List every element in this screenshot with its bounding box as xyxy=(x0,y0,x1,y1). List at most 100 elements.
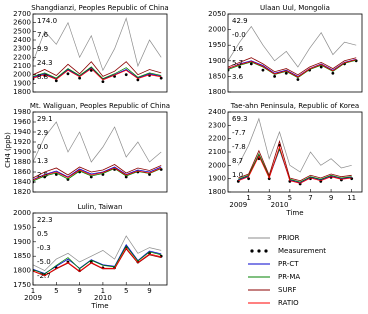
legend-marker xyxy=(257,249,261,253)
legend-marker xyxy=(250,249,254,253)
measurement-point xyxy=(66,72,70,76)
y-tick-label: 1950 xyxy=(208,41,226,49)
series-line xyxy=(228,59,357,78)
series-line xyxy=(33,243,162,274)
series-line xyxy=(237,117,352,173)
series-line xyxy=(33,121,162,163)
series-line xyxy=(33,164,162,179)
y-tick-label: 1940 xyxy=(13,128,31,136)
measurement-point xyxy=(78,76,82,80)
stat-label: 5.7 xyxy=(232,59,243,67)
y-tick-label: 1960 xyxy=(13,118,31,126)
stat-label: 2.9 xyxy=(37,129,48,137)
stat-label: 3.6 xyxy=(232,73,244,81)
y-tick-label: 2200 xyxy=(13,53,31,61)
series-line xyxy=(238,139,352,182)
y-axis-label: CH4 (ppb) xyxy=(4,132,12,168)
measurement-point xyxy=(238,65,242,69)
y-tick-label: 1800 xyxy=(13,267,31,275)
y-tick-label: 2600 xyxy=(13,19,31,27)
stat-label: -0.0 xyxy=(232,31,246,39)
x-axis-label: Time xyxy=(90,302,108,310)
year-label: 2010 xyxy=(271,201,289,209)
legend-marker xyxy=(264,249,268,253)
stat-label: 29.1 xyxy=(37,115,53,123)
x-tick-label: 3 xyxy=(267,194,271,202)
y-tick-label: 1920 xyxy=(13,138,31,146)
stat-label: 0.0 xyxy=(37,143,48,151)
series-line xyxy=(228,57,357,76)
stat-label: 0.5 xyxy=(37,230,48,238)
series-line xyxy=(33,245,162,275)
y-tick-label: 2000 xyxy=(208,161,226,169)
y-tick-label: 1850 xyxy=(208,72,226,80)
measurement-point xyxy=(296,78,300,81)
year-label: 2010 xyxy=(94,294,112,302)
y-tick-label: 2700 xyxy=(13,10,31,18)
series-line xyxy=(228,58,357,77)
measurement-point xyxy=(101,80,105,83)
stat-label: 42.9 xyxy=(232,17,248,25)
plot-frame xyxy=(32,111,168,193)
y-tick-label: 1750 xyxy=(13,281,31,289)
plot-frame xyxy=(227,111,363,193)
y-tick-label: 1900 xyxy=(13,238,31,246)
series-line xyxy=(228,59,357,79)
stat-label: 7.6 xyxy=(37,31,49,39)
series-line xyxy=(33,167,162,181)
plot-area xyxy=(33,17,163,83)
measurement-point xyxy=(54,79,58,83)
plot-frame xyxy=(32,212,168,286)
y-tick-label: 1800 xyxy=(208,88,226,96)
y-tick-label: 1900 xyxy=(13,79,31,87)
y-tick-label: 1980 xyxy=(13,108,31,116)
panel-title: Shangdianzi, Peoples Republic of China xyxy=(31,4,168,12)
panel-title: Mt. Waliguan, Peoples Republic of China xyxy=(30,102,170,110)
y-tick-label: 1860 xyxy=(13,168,31,176)
plot-area xyxy=(33,235,163,277)
y-tick-label: 2000 xyxy=(208,26,226,34)
legend-label: PR-CT xyxy=(278,260,299,268)
plot-area xyxy=(228,25,358,81)
stat-label: -7.7 xyxy=(232,129,246,137)
measurement-point xyxy=(249,62,253,66)
y-tick-label: 2200 xyxy=(208,135,226,143)
legend-label: PR-MA xyxy=(278,273,300,281)
measurement-point xyxy=(331,71,335,75)
series-line xyxy=(33,68,162,81)
y-tick-label: 1900 xyxy=(208,57,226,65)
x-tick-label: 1 xyxy=(246,194,250,202)
y-tick-label: 2050 xyxy=(208,10,226,18)
plot-area xyxy=(33,121,163,184)
legend-label: PRIOR xyxy=(278,234,300,242)
plot-area xyxy=(236,117,354,186)
series-line xyxy=(33,248,162,277)
stat-label: -0.3 xyxy=(37,244,51,252)
year-label: 2009 xyxy=(24,294,42,302)
series-line xyxy=(238,145,352,184)
measurement-point xyxy=(273,75,277,78)
year-label: 2009 xyxy=(229,201,247,209)
x-tick-label: 9 xyxy=(329,194,333,202)
series-line xyxy=(33,166,162,180)
series-line xyxy=(33,61,162,77)
panel-title: Tae-ahn Peninsula, Republic of Korea xyxy=(230,102,359,110)
y-tick-label: 2000 xyxy=(13,209,31,217)
y-tick-label: 1880 xyxy=(13,158,31,166)
plot-frame xyxy=(32,13,168,93)
stat-label: 8.8 xyxy=(37,73,48,81)
y-tick-label: 2100 xyxy=(208,148,226,156)
y-tick-label: 2500 xyxy=(13,27,31,35)
y-tick-label: 2000 xyxy=(13,71,31,79)
x-tick-label: 1 xyxy=(31,287,35,295)
y-tick-label: 1800 xyxy=(208,188,226,196)
measurement-point xyxy=(124,175,128,179)
legend-label: Measurement xyxy=(278,247,326,255)
legend-label: RATIO xyxy=(278,299,299,307)
x-tick-label: 9 xyxy=(77,287,81,295)
y-tick-label: 1900 xyxy=(13,148,31,156)
series-line xyxy=(33,67,162,80)
series-line xyxy=(228,25,357,68)
stat-label: 1.3 xyxy=(37,157,48,165)
